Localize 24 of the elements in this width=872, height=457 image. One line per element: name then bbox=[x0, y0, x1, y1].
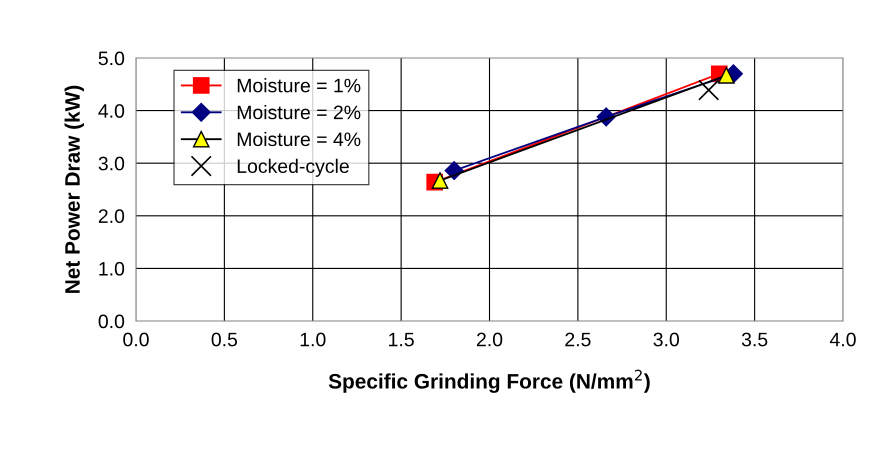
legend-label: Moisture = 1% bbox=[238, 78, 360, 92]
legend-label: Moisture = 4% bbox=[238, 132, 360, 146]
y-tick-label: 5.0 bbox=[98, 51, 124, 66]
y-tick-label: 2.0 bbox=[98, 209, 124, 224]
point bbox=[718, 67, 735, 84]
x-tick-label: 0.0 bbox=[123, 332, 149, 346]
x-tick-label: 2.5 bbox=[565, 332, 591, 346]
y-tick-label: 3.0 bbox=[98, 156, 124, 170]
x-tick-label: 0.5 bbox=[212, 332, 238, 346]
x-tick-label: 3.5 bbox=[742, 332, 768, 346]
x-tick-label: 4.0 bbox=[830, 332, 856, 346]
x-tick-label: 1.0 bbox=[300, 332, 326, 346]
x-tick-label: 2.0 bbox=[476, 332, 502, 346]
legend-label: Locked-cycle bbox=[238, 158, 349, 177]
x-axis-title: Specific Grinding Force (N/mm$^{2}$) bbox=[328, 370, 650, 393]
legend-label: Moisture = 2% bbox=[238, 105, 360, 120]
point bbox=[432, 172, 448, 189]
y-tick-label: 0.0 bbox=[98, 314, 124, 328]
point bbox=[698, 80, 720, 101]
y-axis-title: Net Power Draw (kW) bbox=[64, 86, 84, 293]
y-tick-label: 1.0 bbox=[99, 262, 124, 276]
x-tick-label: 1.5 bbox=[389, 332, 414, 346]
x-tick-label: 3.0 bbox=[653, 332, 680, 346]
y-tick-label: 4.0 bbox=[98, 104, 124, 118]
